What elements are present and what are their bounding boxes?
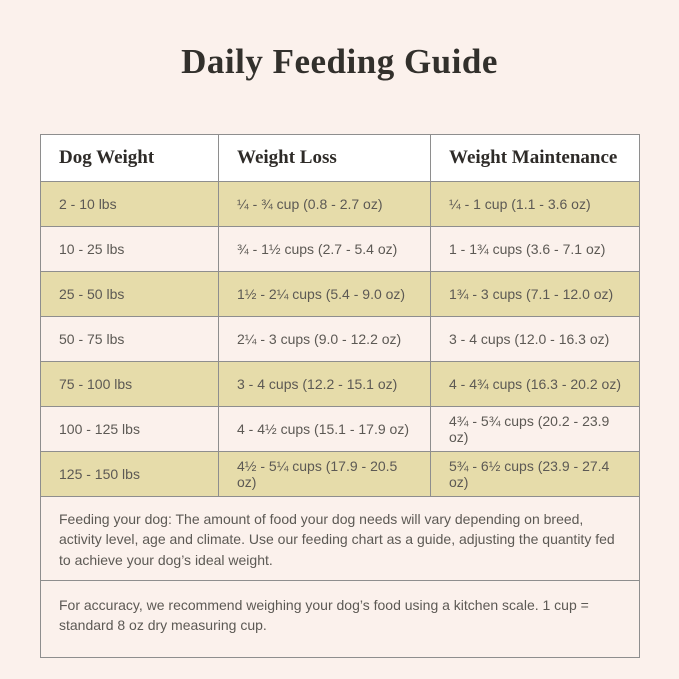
accuracy-note: For accuracy, we recommend weighing your…: [40, 579, 640, 659]
cell-weight-maintenance: 1¾ - 3 cups (7.1 - 12.0 oz): [430, 271, 640, 317]
cell-weight-maintenance: 4 - 4¾ cups (16.3 - 20.2 oz): [430, 361, 640, 407]
col-header-dog-weight: Dog Weight: [40, 134, 219, 182]
table-row: 10 - 25 lbs ¾ - 1½ cups (2.7 - 5.4 oz) 1…: [40, 226, 640, 272]
cell-weight-maintenance: 5¾ - 6½ cups (23.9 - 27.4 oz): [430, 451, 640, 497]
feeding-note: Feeding your dog: The amount of food you…: [40, 496, 640, 581]
cell-dog-weight: 25 - 50 lbs: [40, 271, 219, 317]
cell-dog-weight: 50 - 75 lbs: [40, 316, 219, 362]
cell-weight-maintenance: 3 - 4 cups (12.0 - 16.3 oz): [430, 316, 640, 362]
table-row: 2 - 10 lbs ¼ - ¾ cup (0.8 - 2.7 oz) ¼ - …: [40, 181, 640, 227]
table-row: 25 - 50 lbs 1½ - 2¼ cups (5.4 - 9.0 oz) …: [40, 271, 640, 317]
cell-weight-loss: ¾ - 1½ cups (2.7 - 5.4 oz): [218, 226, 431, 272]
note-row: Feeding your dog: The amount of food you…: [40, 496, 640, 581]
table-row: 125 - 150 lbs 4½ - 5¼ cups (17.9 - 20.5 …: [40, 451, 640, 497]
cell-dog-weight: 75 - 100 lbs: [40, 361, 219, 407]
cell-weight-maintenance: ¼ - 1 cup (1.1 - 3.6 oz): [430, 181, 640, 227]
feeding-guide-table: Dog Weight Weight Loss Weight Maintenanc…: [40, 134, 640, 659]
cell-dog-weight: 2 - 10 lbs: [40, 181, 219, 227]
table-row: 50 - 75 lbs 2¼ - 3 cups (9.0 - 12.2 oz) …: [40, 316, 640, 362]
cell-dog-weight: 10 - 25 lbs: [40, 226, 219, 272]
cell-dog-weight: 125 - 150 lbs: [40, 451, 219, 497]
cell-weight-loss: 4½ - 5¼ cups (17.9 - 20.5 oz): [218, 451, 431, 497]
cell-weight-maintenance: 1 - 1¾ cups (3.6 - 7.1 oz): [430, 226, 640, 272]
cell-dog-weight: 100 - 125 lbs: [40, 406, 219, 452]
table-row: 100 - 125 lbs 4 - 4½ cups (15.1 - 17.9 o…: [40, 406, 640, 452]
cell-weight-loss: 2¼ - 3 cups (9.0 - 12.2 oz): [218, 316, 431, 362]
cell-weight-loss: 3 - 4 cups (12.2 - 15.1 oz): [218, 361, 431, 407]
page-title: Daily Feeding Guide: [181, 42, 498, 81]
cell-weight-maintenance: 4¾ - 5¾ cups (20.2 - 23.9 oz): [430, 406, 640, 452]
table-row: 75 - 100 lbs 3 - 4 cups (12.2 - 15.1 oz)…: [40, 361, 640, 407]
note-row: For accuracy, we recommend weighing your…: [40, 579, 640, 659]
cell-weight-loss: 1½ - 2¼ cups (5.4 - 9.0 oz): [218, 271, 431, 317]
table-header-row: Dog Weight Weight Loss Weight Maintenanc…: [40, 134, 640, 182]
col-header-weight-loss: Weight Loss: [218, 134, 431, 182]
cell-weight-loss: ¼ - ¾ cup (0.8 - 2.7 oz): [218, 181, 431, 227]
cell-weight-loss: 4 - 4½ cups (15.1 - 17.9 oz): [218, 406, 431, 452]
col-header-weight-maintenance: Weight Maintenance: [430, 134, 640, 182]
